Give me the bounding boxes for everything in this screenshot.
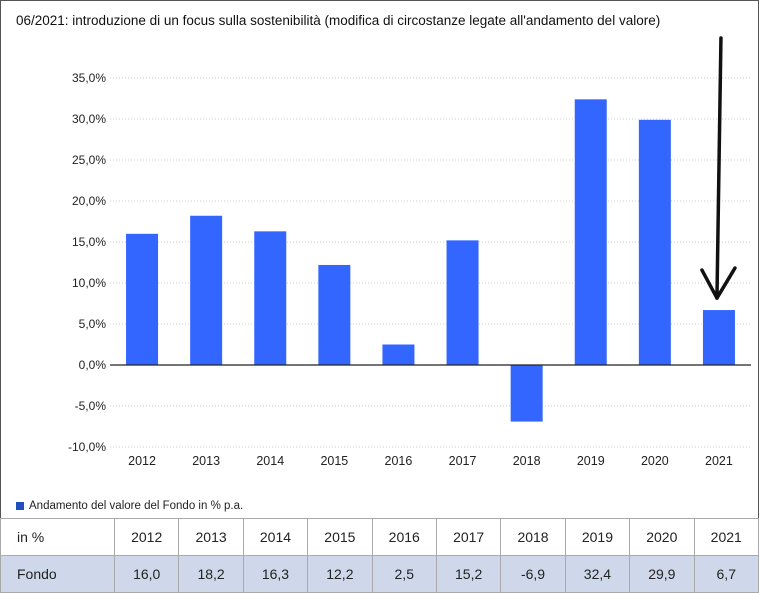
table-value-cell: 15,2 [435,555,502,593]
y-tick-label: 15,0% [72,235,106,249]
x-tick-label: 2020 [641,454,669,468]
table-value-cell: 16,3 [242,555,309,593]
table-value-cell: 32,4 [564,555,631,593]
bars [126,99,735,422]
y-tick-label: 10,0% [72,276,106,290]
bar-2012 [126,233,159,365]
x-tick-label: 2012 [128,454,156,468]
x-tick-label: 2021 [705,454,733,468]
x-tick-labels: 2012 2013 2014 2015 2016 2017 2018 2019 2020 2021 [128,454,733,468]
legend-label: Andamento del valore del Fondo in % p.a. [29,500,244,512]
table-value-cell: 16,0 [113,555,180,593]
bar-2019 [574,99,607,365]
bar-2017 [446,240,479,365]
x-tick-label: 2016 [385,454,413,468]
table-year-cell: 2016 [371,518,437,556]
annotation-note: 06/2021: introduzione di un focus sulla … [16,13,661,28]
y-tick-label: 25,0% [72,153,106,167]
legend-swatch [16,502,24,510]
y-tick-label: 35,0% [72,71,106,85]
annotation-arrow [700,36,737,300]
y-tick-labels: 35,0% 30,0% 25,0% 20,0% 15,0% 10,0% 5,0% 0,0% -5… [68,71,106,454]
table-header-label: in % [0,518,115,556]
table-value-cell: 12,2 [307,555,373,593]
table-year-cell: 2018 [500,518,566,556]
bar-chart: 35,0% 30,0% 25,0% 20,0% 15,0% 10,0% 5,0% 0,0% -5… [68,36,751,468]
table-value-cell: 6,7 [693,555,760,593]
bar-2020 [638,119,671,365]
y-tick-label: 30,0% [72,112,106,126]
bar-2013 [190,215,223,365]
arrow-shaft [715,36,723,300]
table-year-cell: 2015 [307,518,373,556]
table-value-cell: -6,9 [500,555,566,593]
table-year-cell: 2012 [113,518,180,556]
table-row-label: Fondo [0,555,115,593]
table-year-cell: 2013 [178,518,244,556]
legend: Andamento del valore del Fondo in % p.a. [16,500,243,512]
y-tick-label: -5,0% [75,399,107,413]
data-table: in % 2012 2013 2014 2015 2016 2017 2018 2019 202… [0,518,760,593]
x-tick-label: 2019 [577,454,605,468]
y-tick-label: -10,0% [68,440,106,454]
x-tick-label: 2013 [192,454,220,468]
table-year-cell: 2020 [629,518,695,556]
table-year-cell: 2014 [242,518,309,556]
bar-2016 [382,344,415,365]
x-tick-label: 2015 [320,454,348,468]
arrow-head [700,266,737,300]
bar-2018 [510,365,543,422]
table-year-cell: 2017 [435,518,502,556]
table-values-row: Fondo 16,0 18,2 16,3 12,2 2,5 15,2 -6,9 32,4 29,… [0,555,760,593]
table-value-cell: 18,2 [178,555,244,593]
y-tick-label: 5,0% [79,317,107,331]
x-tick-label: 2014 [256,454,284,468]
table-header-row: in % 2012 2013 2014 2015 2016 2017 2018 2019 202… [0,518,760,556]
table-year-cell: 2021 [693,518,760,556]
table-value-cell: 29,9 [629,555,695,593]
x-tick-label: 2018 [513,454,541,468]
bar-2015 [318,264,351,365]
y-tick-label: 20,0% [72,194,106,208]
table-year-cell: 2019 [564,518,631,556]
bar-2014 [254,231,287,365]
bar-2021 [702,310,735,365]
table-value-cell: 2,5 [371,555,437,593]
x-tick-label: 2017 [449,454,477,468]
y-tick-label: 0,0% [79,358,107,372]
